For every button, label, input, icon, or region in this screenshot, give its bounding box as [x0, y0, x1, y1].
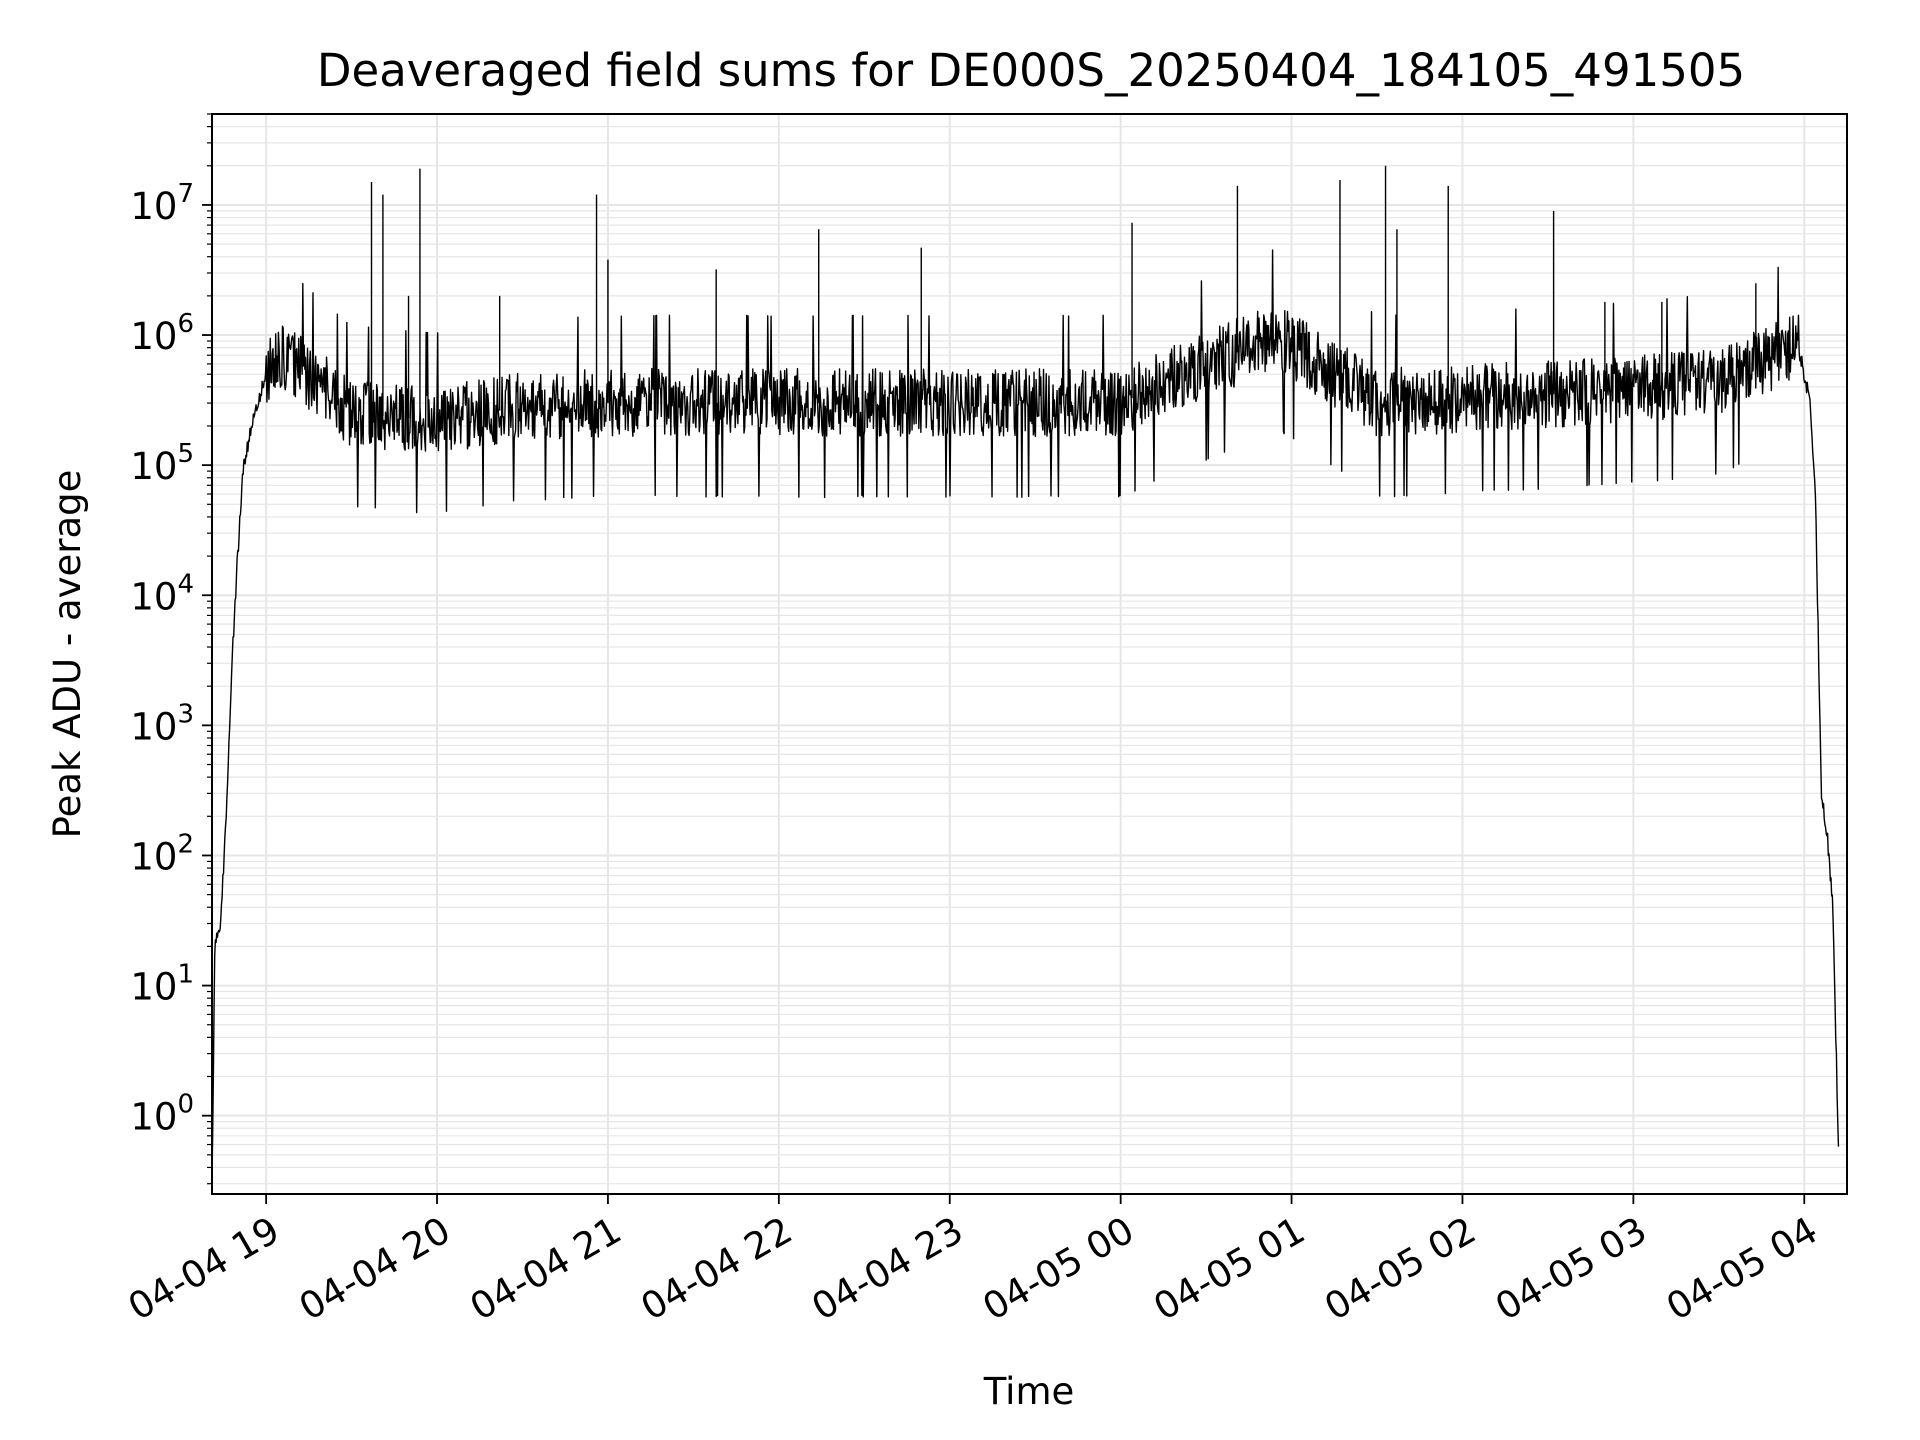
chart-title: Deaveraged field sums for DE000S_2025040…: [317, 44, 1745, 97]
series-line: [211, 165, 1840, 1181]
y-tick-label: 100: [130, 1090, 194, 1139]
x-axis-label: Time: [983, 1370, 1075, 1413]
plot-frame: [211, 113, 1848, 1195]
y-tick-label: 107: [130, 179, 194, 228]
y-tick-label: 106: [130, 309, 194, 358]
x-tick-label: 04-04 19: [121, 1209, 287, 1329]
x-tick-label: 04-04 20: [292, 1209, 458, 1329]
x-axis-ticks: 04-04 19 04-04 20 04-04 21 04-04 22 04-04 23…: [121, 1194, 1825, 1329]
x-tick-label: 04-04 22: [634, 1209, 800, 1329]
x-tick-label: 04-04 21: [463, 1209, 629, 1329]
y-tick-label: 104: [130, 569, 194, 618]
y-tick-label: 101: [130, 960, 194, 1009]
y-axis-label: Peak ADU - average: [46, 470, 89, 839]
x-tick-label: 04-05 01: [1146, 1209, 1312, 1329]
x-tick-label: 04-05 02: [1317, 1209, 1483, 1329]
x-tick-label: 04-05 03: [1488, 1209, 1654, 1329]
grid-major: [212, 114, 1847, 1194]
y-axis-ticks: 100 101 102 103 104 105 106 107: [130, 113, 212, 1185]
x-tick-label: 04-05 00: [976, 1209, 1142, 1329]
grid-minor: [212, 113, 1847, 1185]
x-tick-label: 04-04 23: [805, 1209, 971, 1329]
y-tick-label: 105: [130, 439, 194, 488]
y-tick-label: 103: [130, 699, 194, 748]
y-tick-label: 102: [130, 829, 194, 878]
x-tick-label: 04-05 04: [1659, 1209, 1825, 1329]
